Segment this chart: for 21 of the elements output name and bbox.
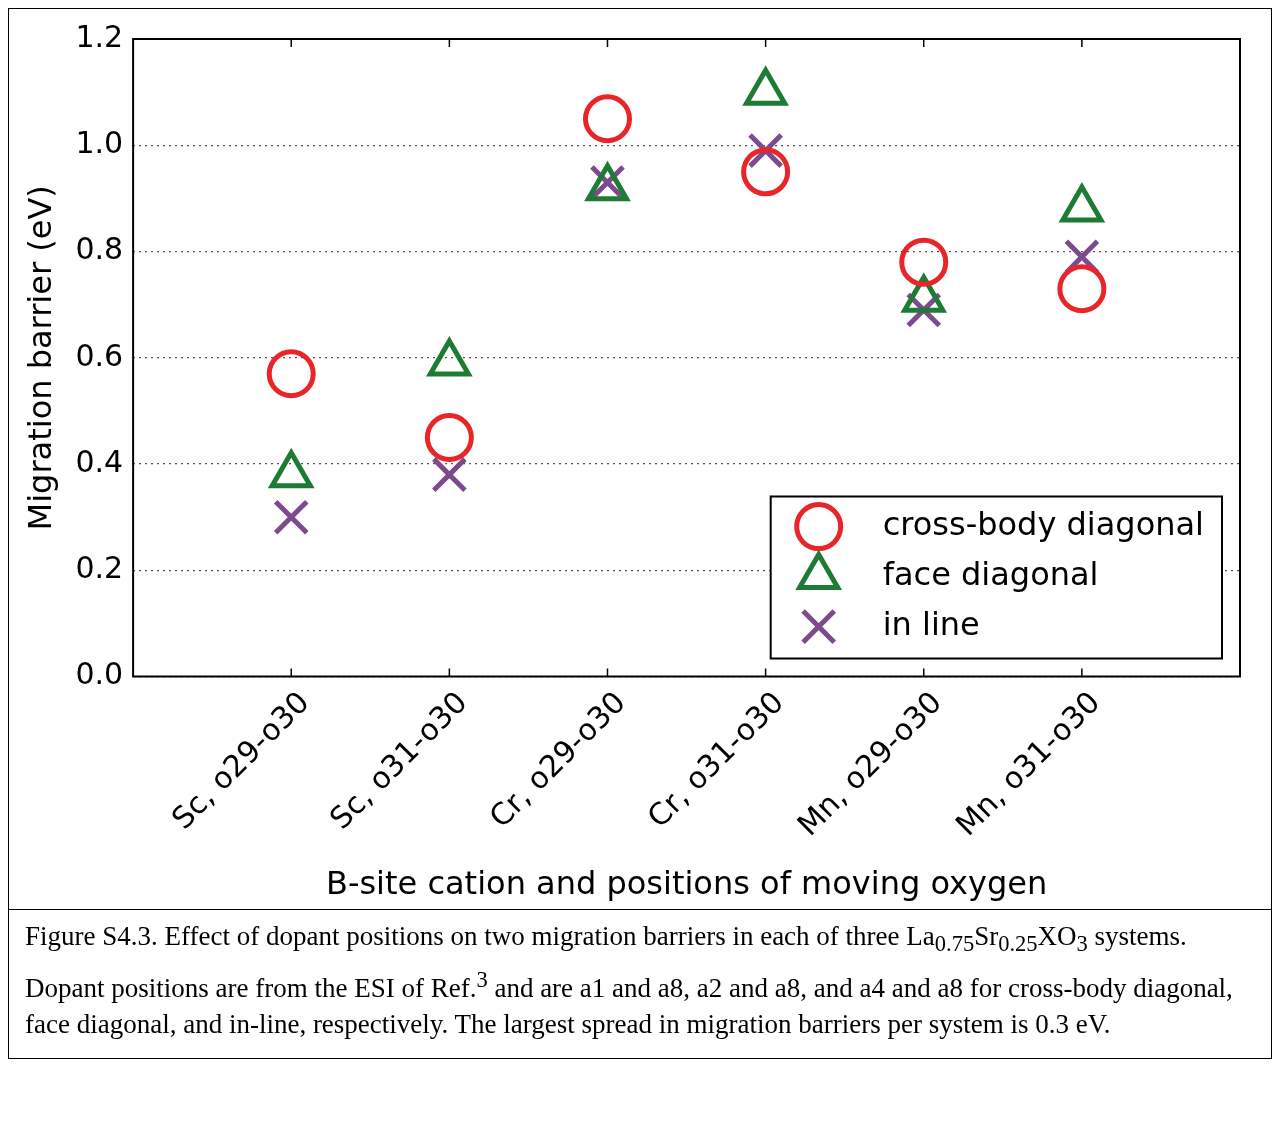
legend-label: cross-body diagonal [882,504,1204,543]
point [899,237,949,287]
point [424,413,474,462]
point [1057,264,1107,314]
point [741,147,791,197]
y-axis-title: Migration barrier (eV) [20,185,59,531]
y-tick-label: 0.2 [75,550,124,586]
legend-label: face diagonal [882,554,1099,593]
y-tick-label: 0.6 [75,337,124,373]
point [582,94,632,144]
y-tick-label: 0.0 [75,656,124,692]
point [273,499,310,536]
legend-label: in line [882,604,980,643]
y-tick-label: 0.8 [75,231,124,267]
y-tick-label: 0.4 [75,443,124,479]
text: Figure S4.3. Effect of dopant positions on two migration barriers in each of three La$_{0.75}$Sr$_{0.25}$XO$_{3}$ systems. Dopant positions are from the ESI of Ref.$^{3}$ and are a1 and a8, a2 and a8, and a4 and a8 for cross-body diagonal, face diagonal, and in-line, respectively. The largest spread in migration barriers per system is 0.3 eV. [25,921,1233,1040]
point [266,349,316,399]
y-tick-label: 1.2 [75,18,124,54]
y-tick-label: 1.0 [75,125,124,161]
x-axis-title: B-site cation and positions of moving oxygen [325,864,1048,903]
point [431,456,468,493]
